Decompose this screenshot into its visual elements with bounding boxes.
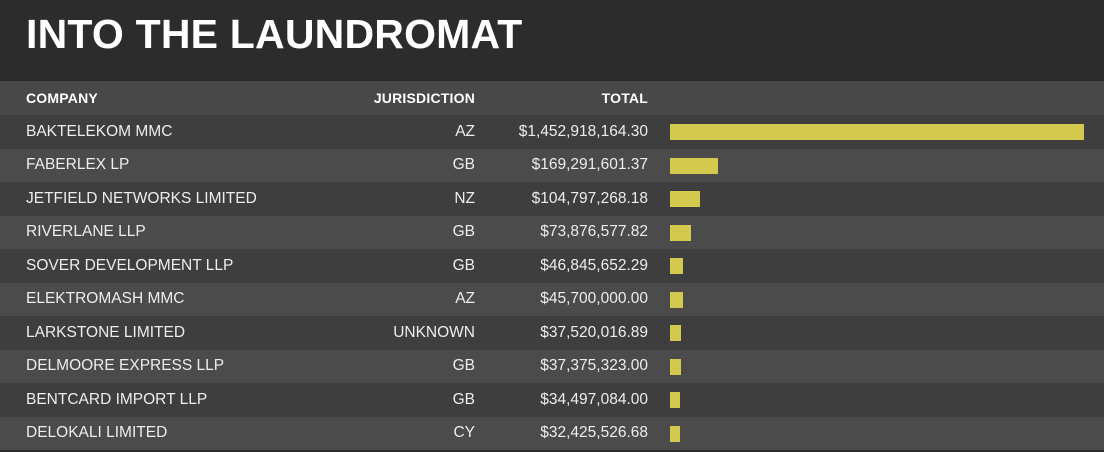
table-row: DELOKALI LIMITED CY $32,425,526.68 (0, 416, 1104, 451)
company-name: DELMOORE EXPRESS LLP (26, 357, 225, 375)
total-amount: $34,497,084.00 (540, 390, 648, 408)
jurisdiction-code: GB (452, 256, 475, 274)
jurisdiction-code: GB (452, 357, 475, 375)
bar-track (670, 316, 1084, 350)
total-bar (670, 425, 680, 442)
jurisdiction-code: UNKNOWN (393, 323, 475, 341)
bar-track (670, 182, 1084, 216)
table-row: RIVERLANE LLP GB $73,876,577.82 (0, 215, 1104, 250)
total-bar (670, 124, 1084, 140)
company-name: JETFIELD NETWORKS LIMITED (26, 189, 257, 207)
total-bar (670, 224, 691, 241)
jurisdiction-code: AZ (455, 290, 475, 308)
bar-track (670, 383, 1084, 417)
jurisdiction-code: AZ (455, 122, 475, 140)
table-row: BAKTELEKOM MMC AZ $1,452,918,164.30 (0, 115, 1104, 149)
total-amount: $1,452,918,164.30 (518, 122, 648, 140)
jurisdiction-code: GB (452, 223, 475, 241)
bar-track (670, 417, 1084, 451)
company-name: SOVER DEVELOPMENT LLP (26, 256, 234, 274)
table-row: ELEKTROMASH MMC AZ $45,700,000.00 (0, 282, 1104, 317)
jurisdiction-code: GB (452, 390, 475, 408)
company-name: BAKTELEKOM MMC (26, 122, 173, 140)
table-row: FABERLEX LP GB $169,291,601.37 (0, 148, 1104, 183)
table-row: SOVER DEVELOPMENT LLP GB $46,845,652.29 (0, 249, 1104, 283)
total-bar (670, 191, 700, 207)
column-header-total: TOTAL (601, 90, 648, 106)
jurisdiction-code: CY (453, 424, 475, 442)
total-bar (670, 325, 681, 341)
column-header-company: COMPANY (26, 90, 98, 106)
table-row: JETFIELD NETWORKS LIMITED NZ $104,797,268.… (0, 182, 1104, 216)
table-row: LARKSTONE LIMITED UNKNOWN $37,520,016.89 (0, 316, 1104, 350)
total-amount: $37,375,323.00 (540, 357, 648, 375)
company-name: LARKSTONE LIMITED (26, 323, 186, 341)
bar-track (670, 216, 1084, 250)
jurisdiction-code: GB (452, 156, 475, 174)
company-name: BENTCARD IMPORT LLP (26, 390, 208, 408)
table-body: BAKTELEKOM MMC AZ $1,452,918,164.30 FABERLE… (0, 115, 1104, 450)
table-header-row: COMPANY JURISDICTION TOTAL (0, 81, 1104, 115)
total-amount: $32,425,526.68 (540, 424, 648, 442)
bar-track (670, 350, 1084, 384)
bar-track (670, 283, 1084, 317)
total-bar (670, 258, 683, 274)
total-amount: $169,291,601.37 (531, 156, 648, 174)
table-row: BENTCARD IMPORT LLP GB $34,497,084.00 (0, 383, 1104, 417)
total-amount: $73,876,577.82 (540, 223, 648, 241)
company-name: DELOKALI LIMITED (26, 424, 168, 442)
bar-track (670, 249, 1084, 283)
total-bar (670, 358, 681, 375)
total-amount: $45,700,000.00 (540, 290, 648, 308)
company-name: RIVERLANE LLP (26, 223, 146, 241)
total-bar (670, 157, 718, 174)
total-amount: $104,797,268.18 (531, 189, 648, 207)
chart-title: INTO THE LAUNDROMAT (26, 11, 523, 57)
bar-track (670, 115, 1084, 149)
bar-track (670, 149, 1084, 183)
company-name: ELEKTROMASH MMC (26, 290, 185, 308)
company-name: FABERLEX LP (26, 156, 130, 174)
jurisdiction-code: NZ (454, 189, 475, 207)
total-bar (670, 291, 683, 308)
total-amount: $46,845,652.29 (540, 256, 648, 274)
total-bar (670, 392, 680, 408)
column-header-jurisdiction: JURISDICTION (373, 90, 475, 106)
table-row: DELMOORE EXPRESS LLP GB $37,375,323.00 (0, 349, 1104, 384)
total-amount: $37,520,016.89 (540, 323, 648, 341)
data-table: COMPANY JURISDICTION TOTAL BAKTELEKOM MM… (0, 81, 1104, 450)
